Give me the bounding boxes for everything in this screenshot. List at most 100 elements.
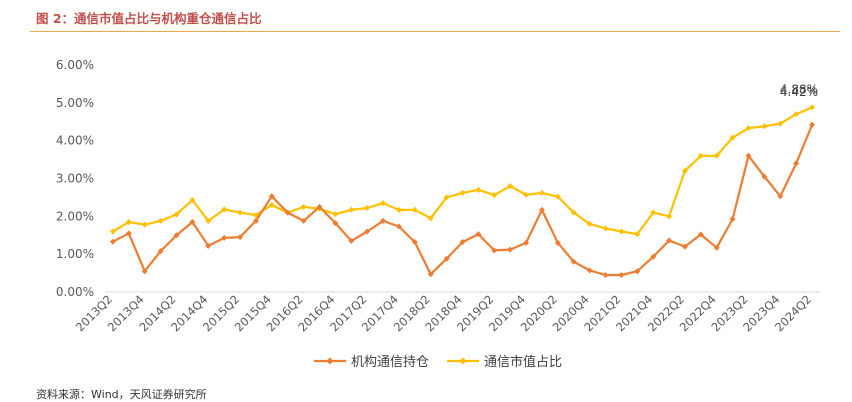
data-point <box>316 203 323 210</box>
data-point <box>809 121 816 128</box>
data-point <box>634 268 641 275</box>
data-point <box>459 189 466 196</box>
data-point <box>459 239 466 246</box>
data-point <box>586 220 593 227</box>
data-label: 4.88% <box>780 82 818 96</box>
data-point <box>411 206 418 213</box>
data-point <box>221 234 228 241</box>
y-tick-label: 5.00% <box>56 96 94 110</box>
data-point <box>761 173 768 180</box>
data-point <box>475 231 482 238</box>
data-point <box>332 211 339 218</box>
data-point <box>586 267 593 274</box>
data-point <box>252 212 259 219</box>
data-point <box>666 237 673 244</box>
data-point <box>157 217 164 224</box>
data-point <box>109 228 116 235</box>
data-point <box>491 247 498 254</box>
data-point <box>809 104 816 111</box>
data-point <box>554 239 561 246</box>
data-point <box>602 271 609 278</box>
data-point <box>125 230 132 237</box>
data-point <box>618 271 625 278</box>
data-point <box>252 217 259 224</box>
data-point <box>523 239 530 246</box>
data-point <box>173 232 180 239</box>
data-point <box>523 191 530 198</box>
data-point <box>189 197 196 204</box>
data-point <box>666 213 673 220</box>
data-point <box>745 152 752 159</box>
legend-item: 机构通信持仓 <box>314 355 429 370</box>
series-line <box>112 106 813 236</box>
data-point <box>538 189 545 196</box>
data-point <box>395 223 402 230</box>
y-tick-label: 0.00% <box>56 285 94 299</box>
data-point <box>237 234 244 241</box>
data-point <box>427 215 434 222</box>
legend-label: 通信市值占比 <box>484 354 562 370</box>
data-point <box>268 193 275 200</box>
data-point <box>538 206 545 213</box>
data-point <box>507 246 514 253</box>
data-point <box>332 220 339 227</box>
data-point <box>348 237 355 244</box>
legend-label: 机构通信持仓 <box>351 355 429 370</box>
data-point <box>205 217 212 224</box>
data-point <box>380 217 387 224</box>
data-point <box>729 134 736 141</box>
data-point <box>125 219 132 226</box>
data-point <box>602 225 609 232</box>
data-point <box>141 268 148 275</box>
data-point <box>570 209 577 216</box>
data-point <box>634 231 641 238</box>
source-note: 资料来源：Wind，天风证券研究所 <box>36 388 207 401</box>
data-point <box>745 125 752 132</box>
data-point <box>697 152 704 159</box>
data-point <box>395 206 402 213</box>
data-point <box>475 186 482 193</box>
data-point <box>300 203 307 210</box>
data-label: 4.42% <box>780 85 818 99</box>
data-point <box>284 209 291 216</box>
data-point <box>411 239 418 246</box>
data-point <box>221 206 228 213</box>
data-point <box>237 209 244 216</box>
y-tick-label: 2.00% <box>56 209 94 223</box>
y-axis: 0.00% 1.00% 2.00% 3.00% 4.00% 5.00% 6.00% <box>56 58 94 299</box>
data-point <box>205 242 212 249</box>
data-annotations: 4.88%4.42% <box>780 82 818 98</box>
data-point <box>618 228 625 235</box>
data-point <box>427 271 434 278</box>
y-tick-label: 3.00% <box>56 172 94 186</box>
legend-item: 通信市值占比 <box>447 354 562 370</box>
data-point <box>491 192 498 199</box>
data-point <box>681 167 688 174</box>
y-tick-label: 6.00% <box>56 58 94 72</box>
data-point <box>189 219 196 226</box>
data-point <box>380 200 387 207</box>
data-point <box>109 238 116 245</box>
title-rule <box>30 31 840 32</box>
data-point <box>793 111 800 118</box>
data-point <box>364 228 371 235</box>
data-point <box>173 211 180 218</box>
data-point <box>650 209 657 216</box>
data-point <box>570 258 577 265</box>
legend-swatch-marker <box>459 357 467 365</box>
x-axis-tick-labels: 2013Q22013Q42014Q22014Q42015Q22015Q42016… <box>73 292 814 334</box>
data-point <box>697 231 704 238</box>
series-1 <box>109 104 816 238</box>
data-point <box>348 206 355 213</box>
legend-swatch-marker <box>326 357 334 365</box>
data-point <box>777 120 784 127</box>
data-point <box>300 217 307 224</box>
data-point <box>268 201 275 208</box>
data-point <box>681 243 688 250</box>
series-0 <box>109 121 816 278</box>
data-point <box>729 215 736 222</box>
data-point <box>507 183 514 190</box>
y-tick-label: 1.00% <box>56 247 94 261</box>
figure-title: 图 2：通信市值占比与机构重仓通信占比 <box>36 11 262 26</box>
